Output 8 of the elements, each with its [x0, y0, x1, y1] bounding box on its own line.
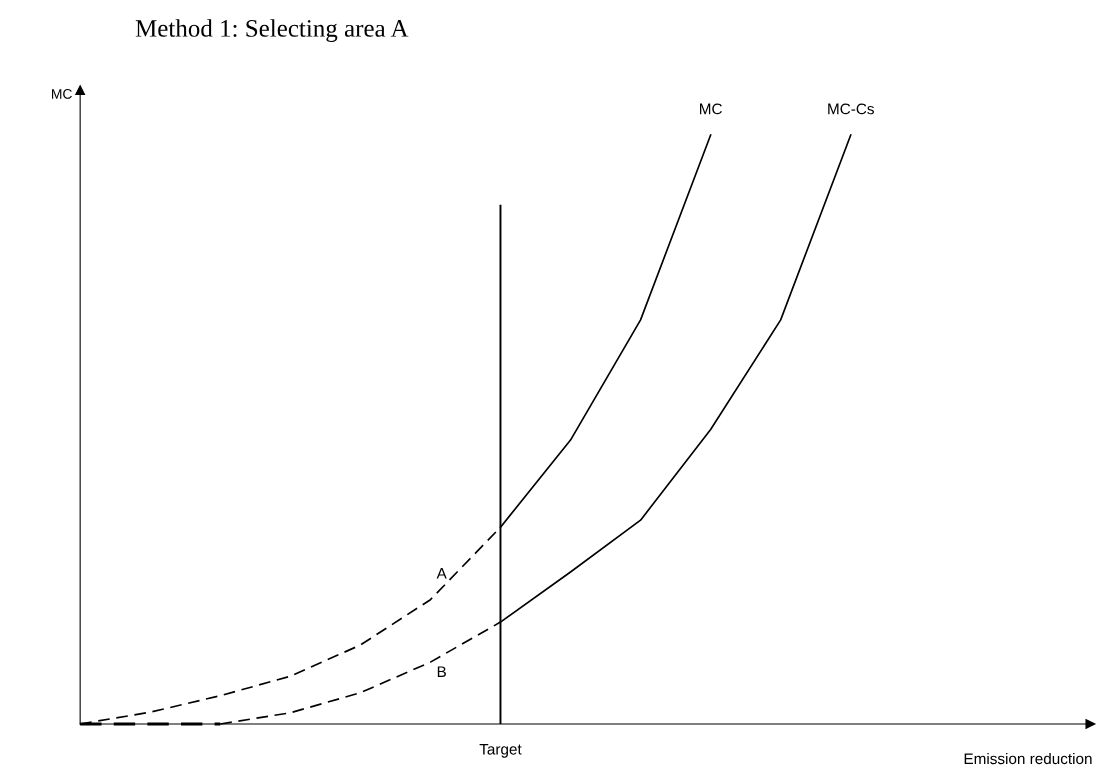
text: Target — [479, 743, 522, 758]
annotation: B — [437, 666, 446, 677]
y-axis-title: MC — [52, 89, 72, 99]
series-label: MC-Cs — [828, 103, 874, 115]
series-label: MC — [700, 103, 722, 115]
annotation: A — [436, 568, 447, 579]
x-axis-title: Emission reduction — [964, 752, 1092, 765]
chart-title: Method 1: Selecting area A — [135, 19, 409, 43]
